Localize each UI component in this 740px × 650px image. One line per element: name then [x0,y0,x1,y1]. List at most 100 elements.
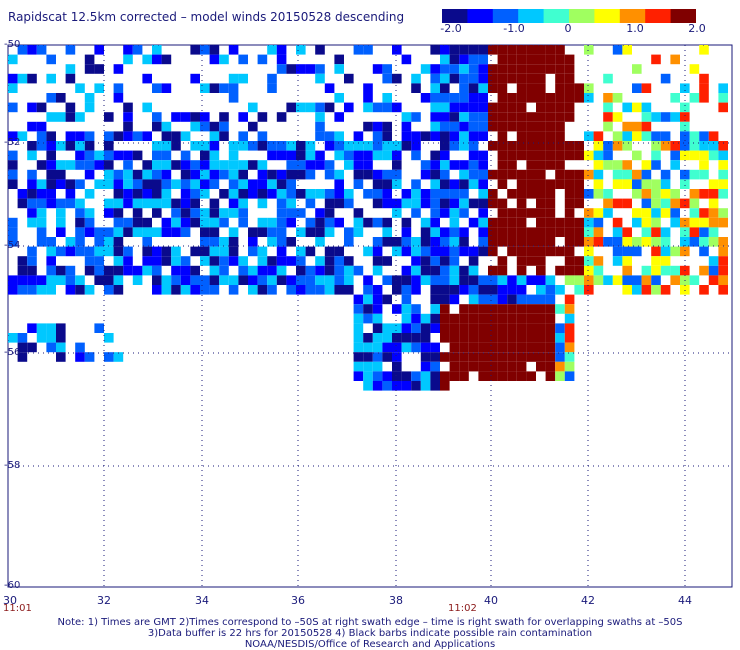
data-cell [622,275,632,285]
data-cell [296,246,306,257]
data-cell [305,189,316,199]
data-cell [238,217,248,228]
data-cell [132,150,143,161]
data-cell [219,121,229,132]
data-cell [440,381,450,391]
data-cell [56,179,66,189]
data-cell [401,333,412,343]
data-cell [84,131,95,141]
data-cell [574,169,584,180]
data-cell [46,150,56,161]
colorbar-segment [442,9,468,23]
data-cell [641,227,652,237]
data-cell [56,198,66,209]
data-cell [36,160,47,170]
data-cell [564,179,575,189]
data-cell [267,150,277,161]
data-cell [392,141,402,151]
data-cell [660,198,671,209]
data-cell [497,313,508,324]
colorbar-segment [569,9,595,23]
data-cell [382,179,392,189]
data-cell [516,141,527,151]
data-cell [209,160,220,170]
data-cell [651,275,661,285]
data-cell [257,265,268,276]
data-cell [344,285,354,295]
data-cell [161,198,172,209]
data-cell [718,285,728,295]
data-cell [411,285,421,295]
data-cell [372,285,383,295]
data-cell [622,256,632,266]
data-cell [555,131,565,141]
data-cell [27,285,37,295]
data-cell [46,169,56,180]
data-cell [248,121,258,132]
data-cell [190,275,200,285]
colorbar-segment [645,9,672,23]
data-cell [382,131,392,141]
data-cell [488,265,498,276]
data-cell [564,265,575,276]
data-cell [401,313,412,324]
data-cell [564,352,575,362]
data-cell [449,246,460,257]
data-cell [488,45,498,55]
data-cell [372,361,383,372]
data-cell [180,275,191,285]
data-cell [545,304,556,314]
data-cell [65,141,76,151]
data-cell [612,227,623,237]
data-cell [584,208,594,218]
data-cell [468,179,479,189]
data-cell [161,141,172,151]
data-cell [190,121,200,132]
data-cell [171,246,181,257]
data-cell [401,141,412,151]
data-cell [670,217,680,228]
data-cell [507,208,517,218]
data-cell [603,237,613,247]
data-cell [536,169,546,180]
data-cell [27,73,37,84]
data-cell [507,227,517,237]
data-cell [200,150,210,161]
data-cell [516,112,527,122]
data-cell [209,246,220,257]
data-cell [603,189,613,199]
data-cell [152,83,162,93]
data-cell [478,227,488,237]
data-cell [670,112,680,122]
data-cell [660,237,671,247]
data-cell [468,112,479,122]
data-cell [459,227,469,237]
data-cell [228,275,239,285]
data-cell [536,313,546,324]
data-cell [228,237,239,247]
data-cell [468,169,479,180]
data-cell [372,323,383,333]
data-cell [536,294,546,305]
data-cell [276,198,287,209]
data-cell [584,237,594,247]
data-cell [516,64,527,74]
data-cell [353,265,364,276]
data-cell [708,256,719,266]
data-cell [430,64,440,74]
data-cell [516,198,527,209]
data-cell [420,342,431,353]
data-cell [430,265,440,276]
data-cell [440,304,450,314]
data-cell [516,256,527,266]
data-cell [84,160,95,170]
data-cell [440,179,450,189]
data-cell [680,83,690,93]
data-cell [392,333,402,343]
data-cell [584,169,594,180]
data-cell [363,333,373,343]
data-cell [536,208,546,218]
data-cell [526,189,536,199]
data-cell [468,265,479,276]
data-cell [459,246,469,257]
